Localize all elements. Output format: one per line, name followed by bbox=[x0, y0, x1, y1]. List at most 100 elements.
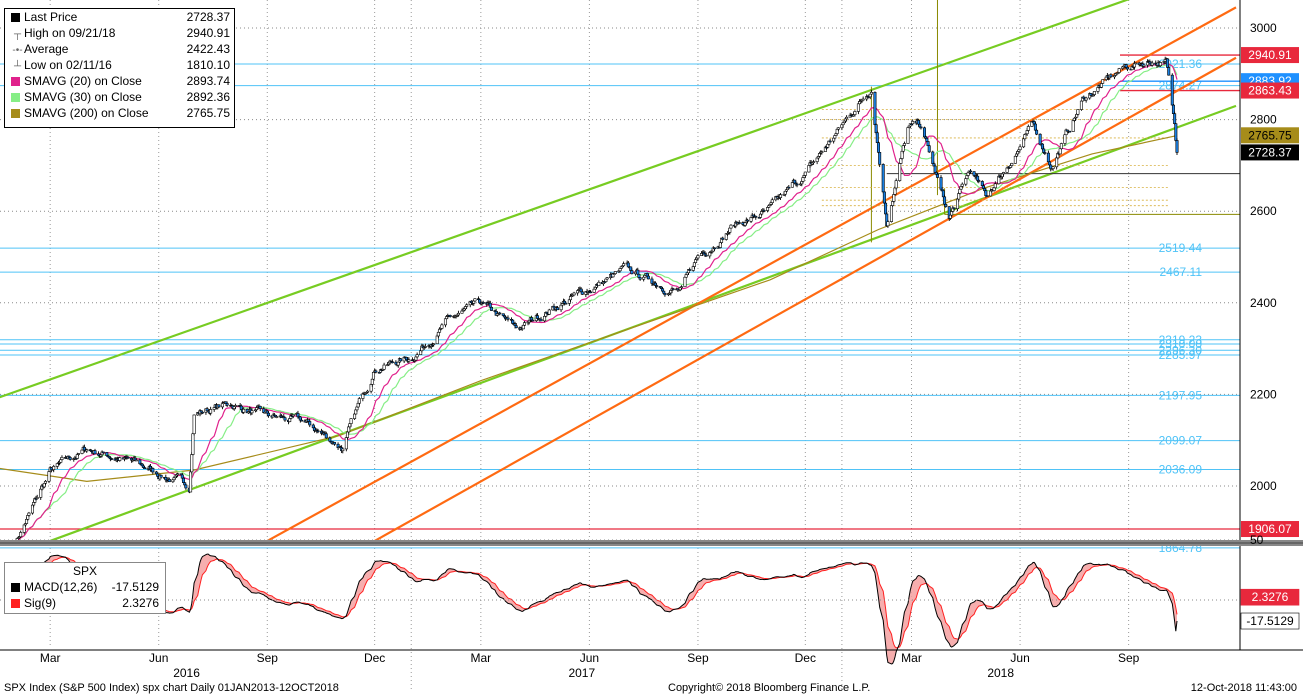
x-month-label: Mar bbox=[40, 651, 61, 665]
macd-line bbox=[15, 553, 1178, 665]
candle bbox=[209, 409, 213, 414]
candle bbox=[762, 210, 766, 212]
candle bbox=[399, 358, 403, 362]
price-tag: 2863.43 bbox=[1241, 82, 1299, 99]
candle bbox=[328, 437, 332, 442]
candle bbox=[572, 292, 576, 296]
candle bbox=[19, 532, 23, 538]
candle bbox=[779, 194, 783, 198]
candle bbox=[737, 222, 741, 224]
candle bbox=[696, 255, 700, 259]
footer-source: SPX Index (S&P 500 Index) spx chart Dail… bbox=[4, 682, 339, 694]
candle bbox=[1026, 126, 1030, 131]
candle bbox=[498, 312, 502, 315]
candle bbox=[333, 442, 337, 445]
candle bbox=[465, 304, 469, 307]
candle bbox=[448, 315, 452, 317]
x-month-label: Jun bbox=[149, 651, 168, 665]
price-tag-label: 1906.07 bbox=[1248, 522, 1292, 536]
candle bbox=[746, 219, 750, 222]
candle bbox=[671, 288, 675, 291]
signal-legend-item: Sig(9) 2.3276 bbox=[5, 595, 165, 611]
candle bbox=[646, 275, 650, 280]
candle bbox=[911, 120, 915, 125]
candle bbox=[935, 174, 939, 178]
candle bbox=[371, 371, 375, 380]
level-label: 2519.44 bbox=[1159, 241, 1203, 255]
price-tag-bg bbox=[1241, 47, 1299, 64]
candle bbox=[514, 325, 518, 329]
candle bbox=[316, 430, 320, 433]
candle bbox=[35, 497, 39, 499]
candle bbox=[683, 276, 687, 288]
trend-line bbox=[0, 0, 1130, 399]
price-tag-label: 2765.75 bbox=[1248, 128, 1292, 142]
candle bbox=[820, 151, 824, 153]
candle bbox=[27, 512, 31, 516]
candle bbox=[47, 471, 51, 482]
candle bbox=[564, 302, 568, 305]
candle bbox=[382, 364, 386, 370]
candle bbox=[250, 410, 254, 414]
candle bbox=[473, 298, 477, 302]
candle bbox=[977, 180, 981, 182]
x-month-label: Mar bbox=[901, 651, 922, 665]
candle bbox=[1175, 140, 1179, 153]
candle bbox=[489, 306, 493, 311]
price-tag-bg bbox=[1241, 521, 1299, 538]
candle bbox=[440, 324, 444, 329]
candle bbox=[605, 277, 609, 280]
candles-group bbox=[15, 56, 1179, 545]
candle bbox=[547, 309, 551, 315]
candle bbox=[592, 288, 596, 293]
candle bbox=[944, 204, 948, 207]
candle bbox=[704, 254, 708, 257]
candle bbox=[93, 450, 97, 455]
candle bbox=[242, 408, 246, 413]
candle bbox=[728, 227, 732, 233]
candle bbox=[597, 281, 601, 286]
candle bbox=[556, 307, 560, 311]
candle bbox=[217, 404, 221, 408]
candle bbox=[1125, 66, 1129, 70]
candle bbox=[853, 111, 857, 115]
sma20-line bbox=[15, 62, 1178, 545]
candle bbox=[456, 312, 460, 316]
candle bbox=[1013, 155, 1017, 164]
candle bbox=[1068, 130, 1072, 133]
legend-value: 2893.74 bbox=[186, 74, 230, 88]
candle bbox=[118, 457, 122, 461]
legend-label: SMAVG (20) on Close bbox=[24, 74, 142, 88]
level-label: 2310.00 bbox=[1159, 337, 1203, 351]
candle bbox=[1076, 109, 1080, 115]
candle bbox=[1101, 79, 1105, 84]
legend-label: High on 09/21/18 bbox=[24, 26, 116, 40]
candle bbox=[1035, 129, 1039, 135]
price-tag-label: 2863.43 bbox=[1248, 84, 1292, 98]
candle bbox=[167, 478, 171, 483]
candle bbox=[985, 195, 989, 198]
candle bbox=[638, 277, 642, 280]
x-month-label: Dec bbox=[364, 651, 385, 665]
price-tag: 2728.37 bbox=[1241, 144, 1299, 161]
x-month-label: Sep bbox=[257, 651, 279, 665]
trend-line bbox=[374, 56, 1237, 542]
legend-value: 2422.43 bbox=[186, 42, 230, 56]
legend-item: ┬ High on 09/21/18 2940.91 bbox=[5, 25, 234, 41]
candle bbox=[919, 126, 923, 129]
candle bbox=[159, 474, 163, 478]
legend-item: SMAVG (30) on Close 2892.36 bbox=[5, 89, 234, 105]
candle bbox=[876, 142, 880, 153]
candle bbox=[869, 91, 873, 95]
legend-value: 2728.37 bbox=[186, 10, 230, 24]
macd-tag-label: -17.5129 bbox=[1246, 614, 1294, 628]
candle bbox=[357, 398, 361, 404]
candle bbox=[258, 405, 262, 409]
candle bbox=[156, 473, 160, 477]
candle bbox=[787, 186, 791, 189]
y-tick-label: 2600 bbox=[1250, 204, 1277, 218]
macd-legend: SPX MACD(12,26) -17.5129 Sig(9) 2.3276 bbox=[4, 562, 166, 614]
candle bbox=[531, 319, 535, 322]
footer-timestamp: 12-Oct-2018 11:43:00 bbox=[1190, 682, 1297, 694]
